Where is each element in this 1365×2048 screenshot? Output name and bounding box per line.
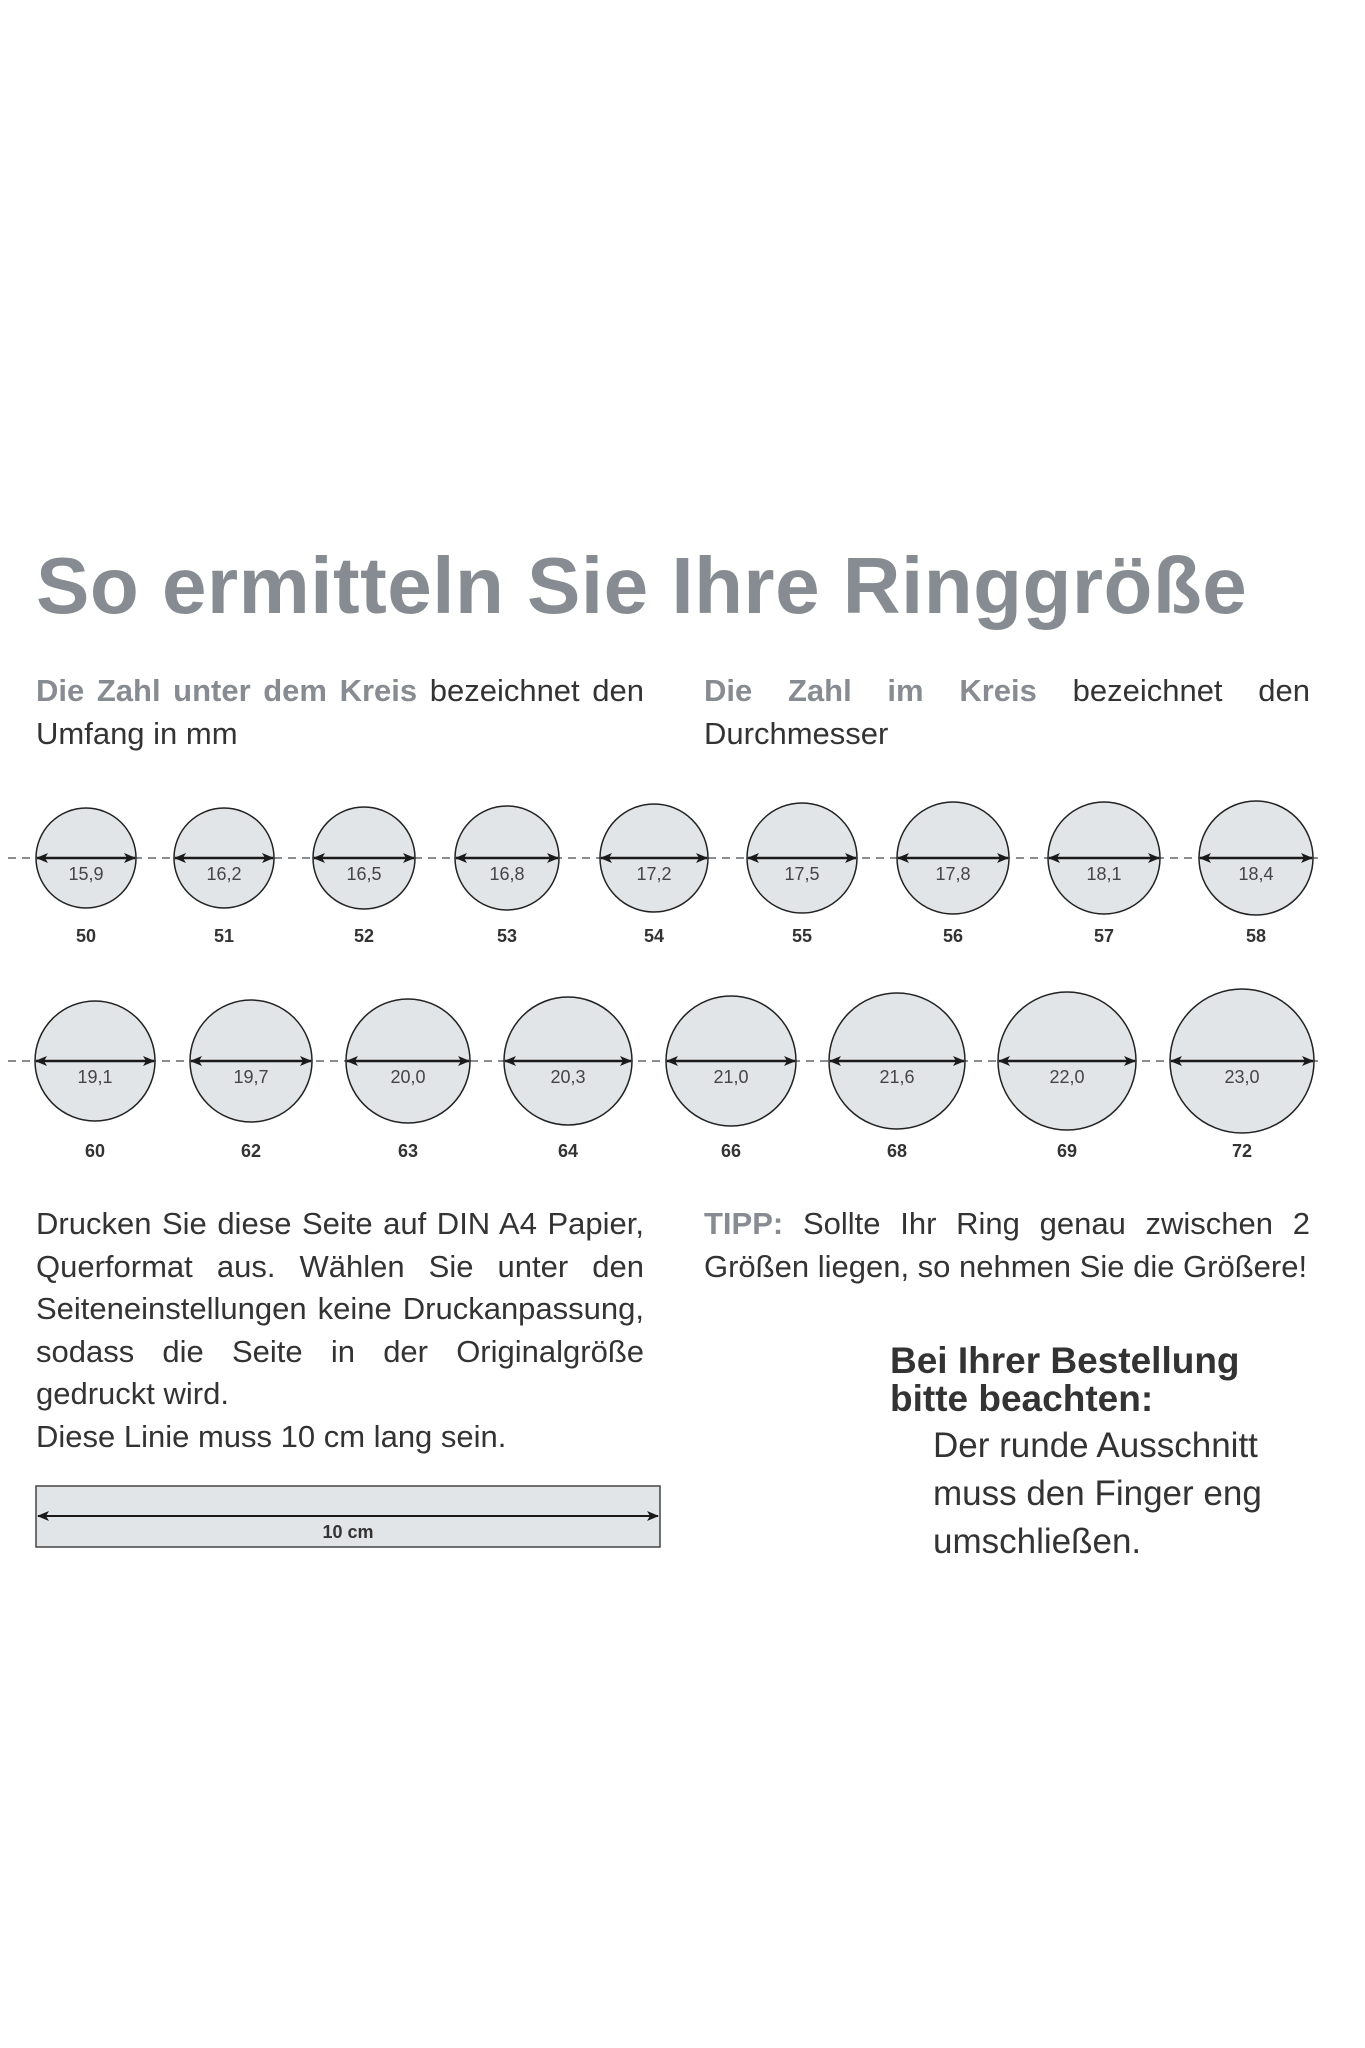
- ring-size-label: 51: [214, 926, 234, 946]
- ring-diameter-label: 21,6: [879, 1067, 914, 1087]
- print-instructions: Drucken Sie diese Seite auf DIN A4 Papie…: [36, 1203, 644, 1458]
- ring-diameter-label: 17,8: [935, 864, 970, 884]
- ring-size-label: 55: [792, 926, 812, 946]
- order-title-line1: Bei Ihrer Bestellung: [890, 1340, 1240, 1381]
- ring-diameter-label: 15,9: [68, 864, 103, 884]
- ring-size-label: 50: [76, 926, 96, 946]
- ring-diameter-label: 20,3: [550, 1067, 585, 1087]
- tip-label: TIPP:: [704, 1206, 784, 1241]
- ring-size-label: 53: [497, 926, 517, 946]
- ring-diameter-label: 16,8: [489, 864, 524, 884]
- order-text-line3: umschließen.: [933, 1522, 1142, 1561]
- ring-diameter-label: 16,2: [206, 864, 241, 884]
- intro-left-text: bezeichnet den Umfang in mm: [36, 673, 644, 751]
- print-instructions-text: Drucken Sie diese Seite auf DIN A4 Papie…: [36, 1206, 644, 1411]
- ring-diameter-label: 17,2: [636, 864, 671, 884]
- order-text-line1: Der runde Ausschnitt: [933, 1426, 1258, 1465]
- ruler-label: 10 cm: [322, 1522, 373, 1542]
- tip: TIPP: Sollte Ihr Ring genau zwischen 2 G…: [704, 1203, 1310, 1288]
- intro-right-text: bezeichnet den Durchmesser: [704, 673, 1310, 751]
- ring-size-label: 52: [354, 926, 374, 946]
- order-title-line2: bitte beachten:: [890, 1378, 1154, 1419]
- ring-size-label: 68: [887, 1141, 907, 1161]
- ring-size-label: 72: [1232, 1141, 1252, 1161]
- ring-diameter-label: 19,7: [233, 1067, 268, 1087]
- ring-diameter-label: 19,1: [77, 1067, 112, 1087]
- intro-right-highlight: Die Zahl im Kreis: [704, 673, 1037, 708]
- intro-left-highlight: Die Zahl unter dem Kreis: [36, 673, 418, 708]
- ring-size-label: 60: [85, 1141, 105, 1161]
- order-note-text: Der runde Ausschnitt muss den Finger eng…: [933, 1422, 1262, 1566]
- ring-size-label: 57: [1094, 926, 1114, 946]
- ring-size-label: 58: [1246, 926, 1266, 946]
- ring-size-label: 54: [644, 926, 664, 946]
- ring-size-label: 64: [558, 1141, 578, 1161]
- ring-size-label: 63: [398, 1141, 418, 1161]
- intro-circumference: Die Zahl unter dem Kreis bezeichnet den …: [36, 670, 644, 755]
- ring-diameter-label: 20,0: [390, 1067, 425, 1087]
- ring-size-label: 69: [1057, 1141, 1077, 1161]
- ring-size-label: 66: [721, 1141, 741, 1161]
- ring-diameter-label: 23,0: [1224, 1067, 1259, 1087]
- order-text-line2: muss den Finger eng: [933, 1474, 1262, 1513]
- ring-diameter-label: 17,5: [784, 864, 819, 884]
- intro-diameter: Die Zahl im Kreis bezeichnet den Durchme…: [704, 670, 1310, 755]
- ring-diameter-label: 16,5: [346, 864, 381, 884]
- page-title: So ermitteln Sie Ihre Ringgröße: [36, 541, 1248, 630]
- tip-text: Sollte Ihr Ring genau zwischen 2 Größen …: [704, 1206, 1310, 1284]
- order-note-title: Bei Ihrer Bestellung bitte beachten:: [890, 1342, 1240, 1418]
- ring-size-label: 56: [943, 926, 963, 946]
- ring-diameter-label: 18,4: [1238, 864, 1273, 884]
- ring-diameter-label: 18,1: [1086, 864, 1121, 884]
- ring-diameter-label: 21,0: [713, 1067, 748, 1087]
- ring-size-label: 62: [241, 1141, 261, 1161]
- line-note: Diese Linie muss 10 cm lang sein.: [36, 1418, 507, 1454]
- ring-diameter-label: 22,0: [1049, 1067, 1084, 1087]
